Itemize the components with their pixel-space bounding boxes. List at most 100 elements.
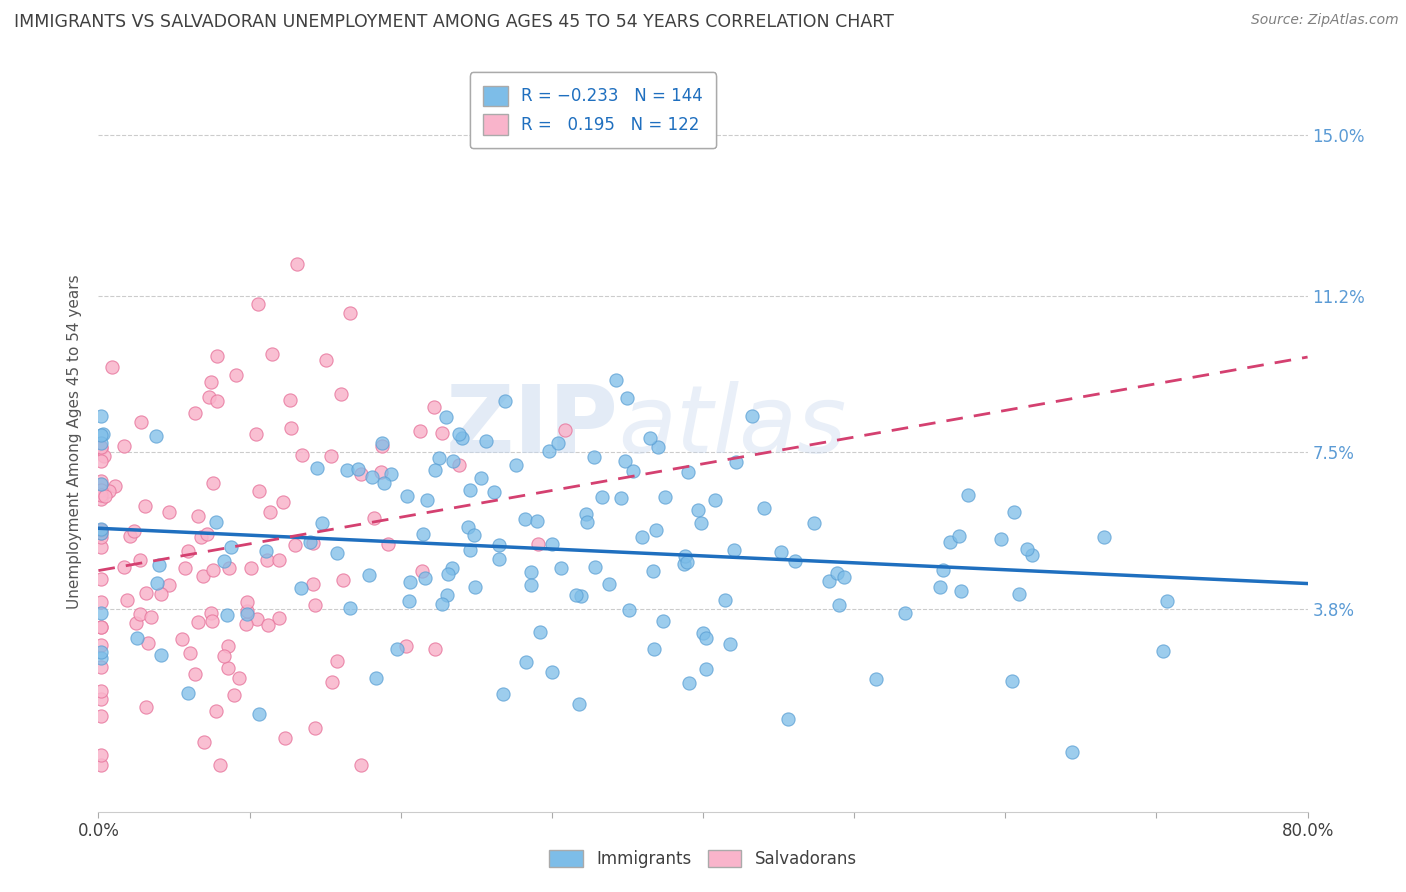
Point xyxy=(430,598,453,612)
Point xyxy=(537,443,560,458)
Text: Source: ZipAtlas.com: Source: ZipAtlas.com xyxy=(1251,13,1399,28)
Point xyxy=(451,431,474,445)
Point xyxy=(609,491,631,505)
Point xyxy=(513,511,536,525)
Point xyxy=(326,654,349,668)
Point xyxy=(398,594,420,608)
Point xyxy=(645,523,668,537)
Point xyxy=(647,440,669,454)
Point xyxy=(90,525,112,540)
Point xyxy=(364,671,387,685)
Point xyxy=(326,546,349,560)
Point xyxy=(347,461,370,475)
Point xyxy=(617,603,640,617)
Point xyxy=(280,420,302,434)
Point xyxy=(380,467,402,482)
Point xyxy=(302,577,325,591)
Point xyxy=(90,572,112,586)
Point xyxy=(90,758,112,772)
Point xyxy=(90,607,112,621)
Point xyxy=(475,434,498,449)
Point xyxy=(212,554,235,568)
Point xyxy=(463,527,485,541)
Point xyxy=(458,483,481,498)
Point xyxy=(769,545,792,559)
Point xyxy=(441,454,464,468)
Point xyxy=(416,493,439,508)
Point xyxy=(90,540,112,554)
Point xyxy=(692,625,714,640)
Point xyxy=(236,604,259,618)
Point xyxy=(254,543,277,558)
Point xyxy=(259,505,281,519)
Point xyxy=(412,527,434,541)
Point xyxy=(91,426,114,441)
Point xyxy=(631,530,654,544)
Point xyxy=(686,502,709,516)
Point xyxy=(278,393,301,408)
Point xyxy=(540,537,562,551)
Point xyxy=(290,581,312,595)
Point xyxy=(370,465,392,479)
Point xyxy=(695,662,717,676)
Point xyxy=(440,560,463,574)
Text: IMMIGRANTS VS SALVADORAN UNEMPLOYMENT AMONG AGES 45 TO 54 YEARS CORRELATION CHAR: IMMIGRANTS VS SALVADORAN UNEMPLOYMENT AM… xyxy=(14,13,894,31)
Point xyxy=(714,593,737,607)
Point xyxy=(423,401,446,415)
Point xyxy=(217,661,239,675)
Point xyxy=(554,423,576,437)
Point xyxy=(198,390,221,404)
Point xyxy=(260,347,283,361)
Point xyxy=(614,454,637,468)
Point xyxy=(239,560,262,574)
Point xyxy=(778,712,800,726)
Point xyxy=(129,607,152,621)
Point xyxy=(284,538,307,552)
Point xyxy=(129,553,152,567)
Point xyxy=(395,639,418,653)
Point xyxy=(423,463,446,477)
Point xyxy=(515,655,537,669)
Text: ZIP: ZIP xyxy=(446,381,619,473)
Point xyxy=(90,708,112,723)
Point xyxy=(212,648,235,663)
Point xyxy=(157,578,180,592)
Point xyxy=(690,516,713,531)
Point xyxy=(209,758,232,772)
Point xyxy=(150,648,173,663)
Point xyxy=(488,552,510,566)
Point xyxy=(576,516,599,530)
Point xyxy=(1017,541,1039,556)
Point xyxy=(436,588,458,602)
Point xyxy=(90,691,112,706)
Point xyxy=(547,436,569,450)
Point xyxy=(104,479,127,493)
Point xyxy=(90,530,112,544)
Point xyxy=(149,587,172,601)
Point xyxy=(373,476,395,491)
Point xyxy=(90,477,112,491)
Point xyxy=(146,576,169,591)
Point xyxy=(948,528,970,542)
Point xyxy=(1092,530,1115,544)
Point xyxy=(115,592,138,607)
Point xyxy=(329,386,352,401)
Point xyxy=(803,516,825,530)
Point xyxy=(447,426,470,441)
Point xyxy=(470,470,492,484)
Point xyxy=(643,642,665,657)
Point xyxy=(434,410,457,425)
Point xyxy=(90,440,112,454)
Point xyxy=(93,449,115,463)
Point xyxy=(304,721,326,735)
Point xyxy=(377,537,399,551)
Point xyxy=(582,450,605,464)
Point xyxy=(1001,673,1024,688)
Point xyxy=(409,424,432,438)
Point xyxy=(457,520,479,534)
Point xyxy=(893,607,915,621)
Point xyxy=(305,460,328,475)
Point xyxy=(754,501,776,516)
Point xyxy=(90,483,112,498)
Point xyxy=(321,674,343,689)
